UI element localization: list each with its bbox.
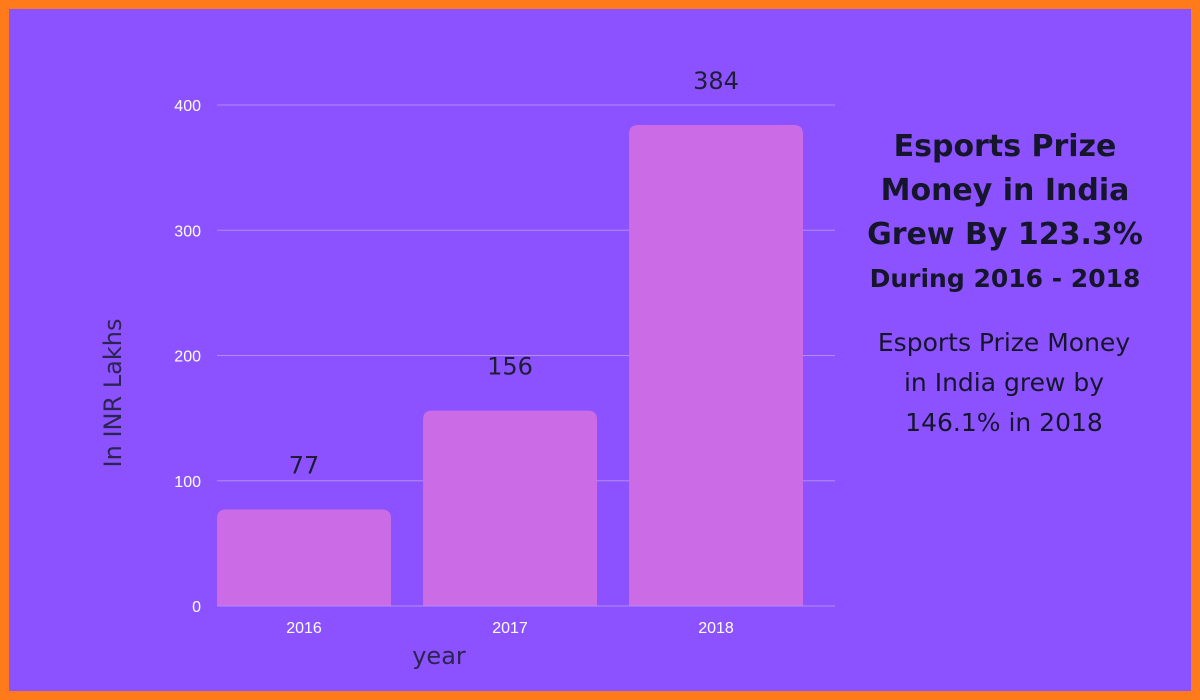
x-tick-label: 2017 (492, 620, 528, 637)
data-label: 384 (693, 67, 739, 95)
x-tick-label: 2018 (698, 620, 734, 637)
y-tick-label: 400 (174, 98, 201, 115)
bar-2017 (423, 410, 597, 606)
y-tick-label: 200 (174, 349, 201, 366)
bar-2016 (217, 509, 391, 606)
headline: Esports Prize Money in India Grew By 123… (859, 125, 1151, 301)
bar-2018 (629, 125, 803, 606)
x-tick-label: 2016 (286, 620, 322, 637)
y-tick-label: 100 (174, 474, 201, 491)
headline-main: Esports Prize Money in India Grew By 123… (867, 129, 1143, 252)
y-tick-label: 300 (174, 223, 201, 240)
data-label: 156 (487, 353, 533, 381)
x-axis-title: year (412, 642, 466, 670)
headline-subtitle: During 2016 - 2018 (869, 264, 1141, 293)
y-tick-label: 0 (192, 599, 201, 616)
data-label: 77 (289, 452, 320, 480)
growth-note: Esports Prize Money in India grew by 146… (877, 328, 1131, 437)
y-axis-title: In INR Lakhs (99, 319, 127, 468)
bar-chart: 0 100 200 300 400 77 2016 156 2017 384 2018 year In … (99, 67, 835, 670)
